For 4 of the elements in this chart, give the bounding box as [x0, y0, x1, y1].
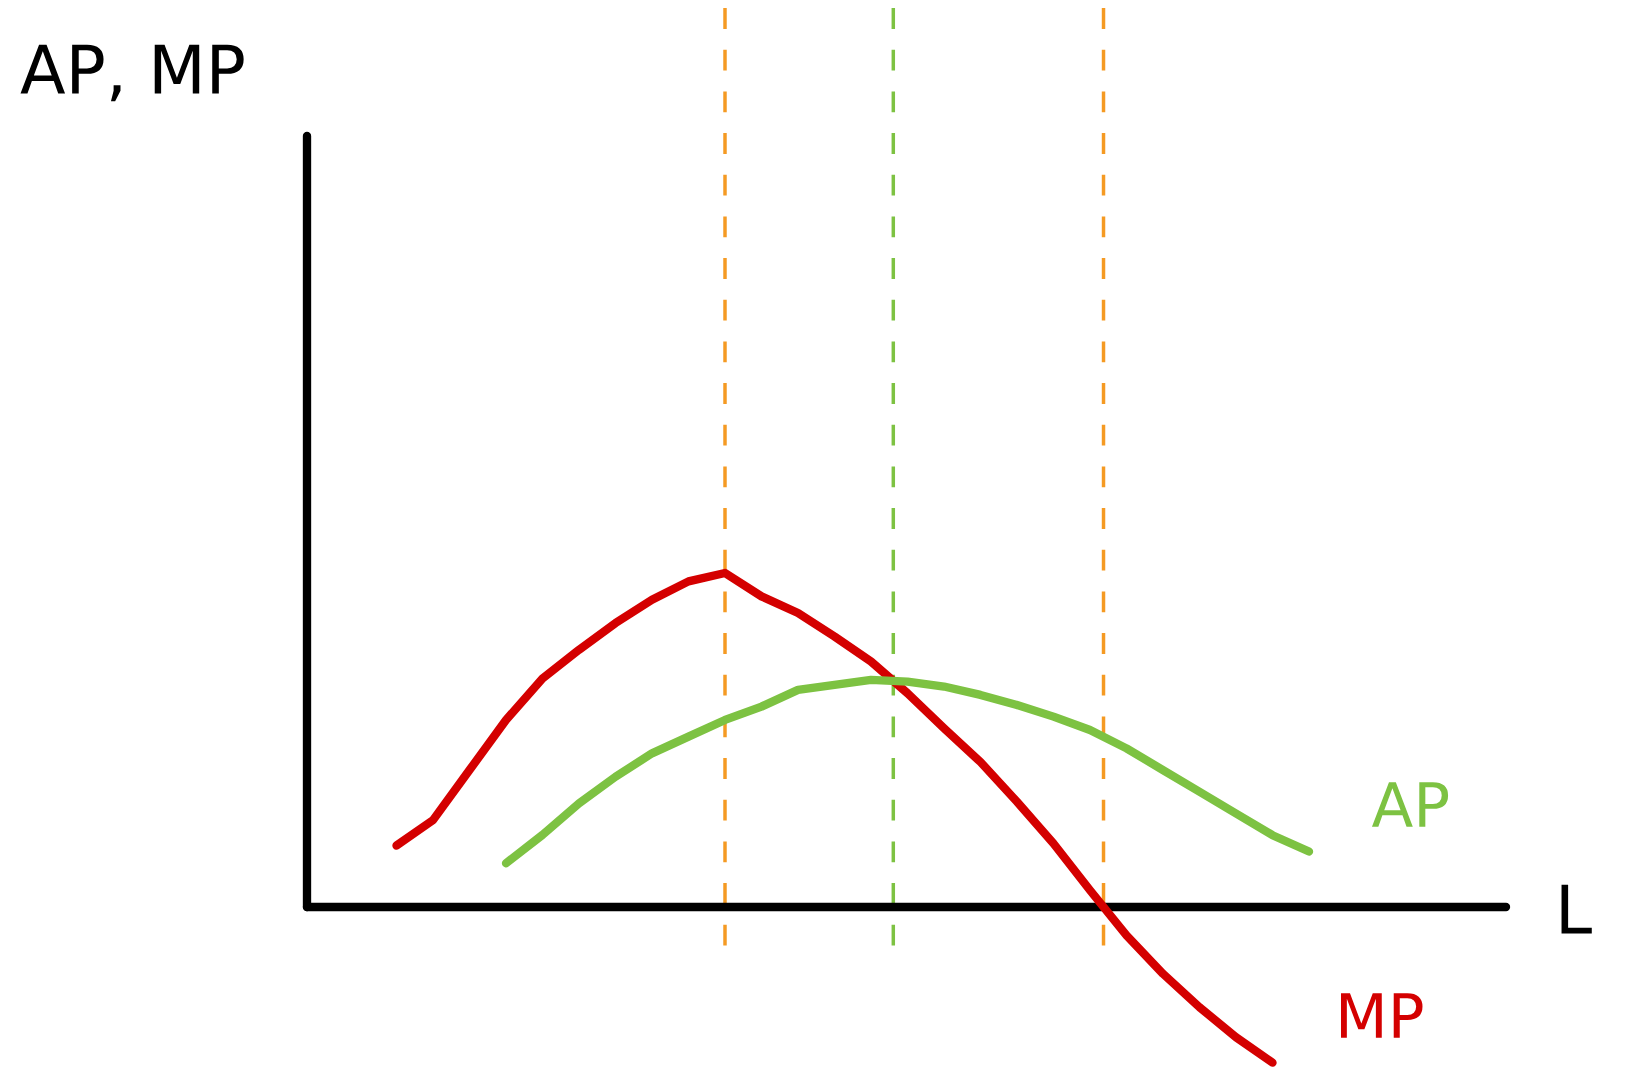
x-axis-title: L	[1561, 884, 1592, 934]
text: AP, MP	[20, 44, 244, 102]
series-label: MP	[1341, 993, 1423, 1038]
series-label: AP	[1371, 782, 1449, 827]
